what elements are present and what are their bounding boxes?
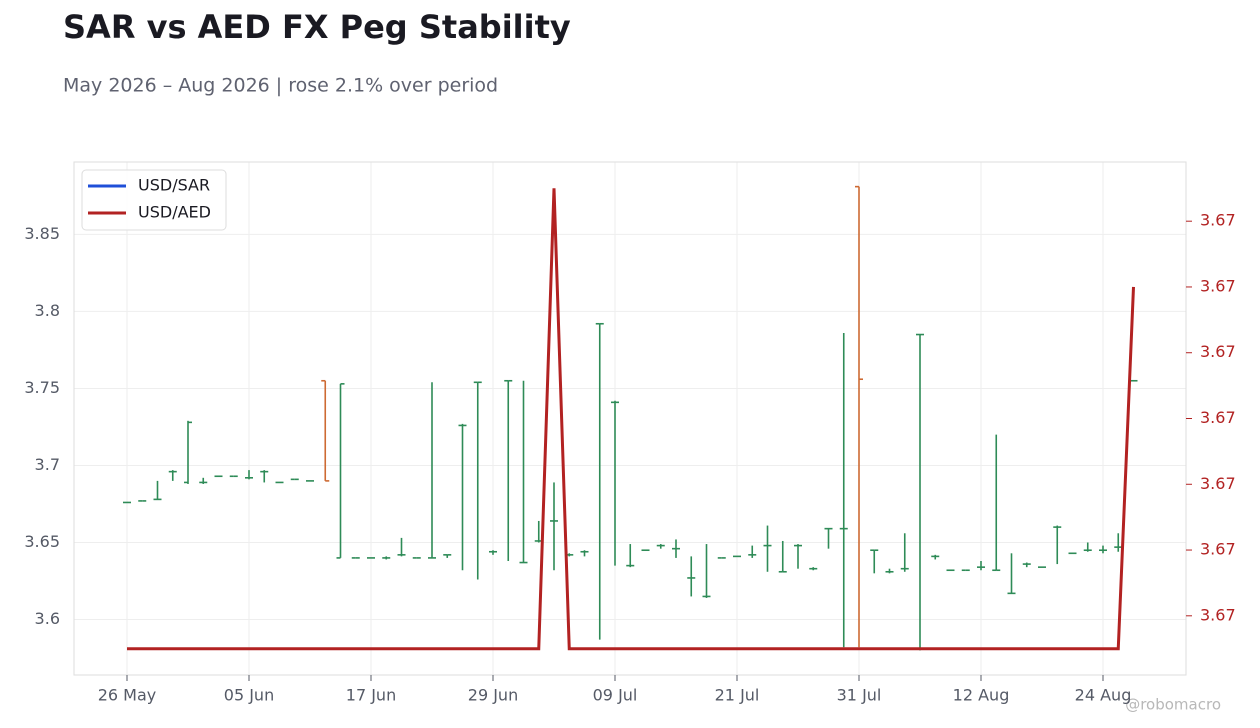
y-tick-label: 3.7 xyxy=(35,455,60,474)
plot-frame xyxy=(73,161,1187,676)
line-series xyxy=(127,188,1135,651)
y2-tick-label: 3.67 xyxy=(1200,408,1236,427)
legend-label: USD/SAR xyxy=(138,176,210,195)
y-tick-label: 3.85 xyxy=(24,224,60,243)
legend: USD/SAR USD/AED xyxy=(81,169,227,231)
chart-subtitle: May 2026 – Aug 2026 | rose 2.1% over per… xyxy=(63,75,498,97)
chart-title: SAR vs AED FX Peg Stability xyxy=(63,8,571,46)
y-tick-label: 3.6 xyxy=(35,609,60,628)
legend-label: USD/AED xyxy=(138,203,211,222)
y2-tick-label: 3.67 xyxy=(1200,474,1236,493)
x-tick-label: 05 Jun xyxy=(224,686,274,705)
x-tick-label: 21 Jul xyxy=(715,686,760,705)
y2-tick-label: 3.67 xyxy=(1200,211,1236,230)
y-tick-label: 3.75 xyxy=(24,378,60,397)
watermark: @robomacro xyxy=(1125,696,1221,714)
x-tick-label: 29 Jun xyxy=(468,686,518,705)
x-tick-label: 26 May xyxy=(98,686,157,705)
y-tick-label: 3.8 xyxy=(35,301,60,320)
x-tick-label: 17 Jun xyxy=(346,686,396,705)
y-tick-label: 3.65 xyxy=(24,532,60,551)
grid xyxy=(74,162,1186,675)
x-tick-label: 24 Aug xyxy=(1075,686,1132,705)
x-tick-label: 31 Jul xyxy=(837,686,882,705)
y2-tick-label: 3.67 xyxy=(1200,605,1236,624)
x-tick-label: 12 Aug xyxy=(953,686,1010,705)
y2-tick-label: 3.67 xyxy=(1200,276,1236,295)
y2-tick-label: 3.67 xyxy=(1200,342,1236,361)
x-tick-label: 09 Jul xyxy=(593,686,638,705)
y2-tick-label: 3.67 xyxy=(1200,540,1236,559)
